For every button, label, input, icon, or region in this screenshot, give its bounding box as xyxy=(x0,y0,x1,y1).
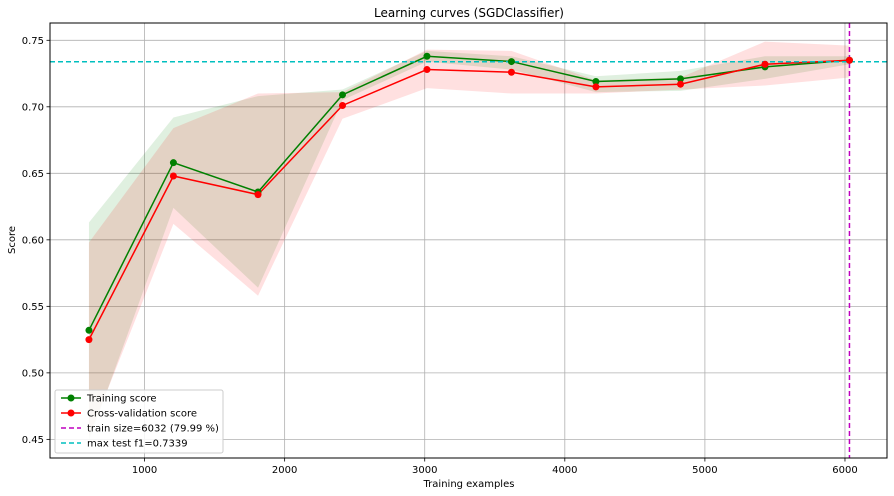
y-tick-label: 0.60 xyxy=(22,235,44,246)
cross-validation-score-line xyxy=(88,59,850,340)
reference-lines xyxy=(50,23,887,458)
training-score-line xyxy=(88,55,850,331)
legend-training-label: Training score xyxy=(86,394,157,405)
axis-ticks: 1000 2000 3000 4000 5000 6000 0.45 0.50 0.55 0.60… xyxy=(22,36,858,476)
training-score-point xyxy=(338,91,346,99)
legend-max-f1-label: max test f1=0.7339 xyxy=(87,439,188,450)
legend-training-marker xyxy=(67,394,75,402)
cross-validation-score-point xyxy=(845,56,853,64)
legend-box xyxy=(54,389,224,454)
plot-frame xyxy=(49,22,888,459)
training-score-point xyxy=(592,78,600,86)
y-tick-label: 0.45 xyxy=(22,435,44,446)
chart-title: Learning curves (SGDClassifier) xyxy=(374,6,564,20)
legend-train-size-label: train size=6032 (79.99 %) xyxy=(87,424,219,435)
series-lines xyxy=(88,55,850,340)
training-score-band xyxy=(88,50,850,441)
x-tick-label: 4000 xyxy=(552,465,577,476)
y-tick-label: 0.75 xyxy=(22,36,44,47)
cross-validation-score-point xyxy=(338,101,346,109)
training-score-point xyxy=(507,58,515,66)
grid xyxy=(50,23,887,458)
legend-cv-marker xyxy=(67,409,75,417)
training-score-point xyxy=(85,326,93,334)
cross-validation-score-point xyxy=(254,191,262,199)
data-points xyxy=(85,52,853,344)
legend-cv-label: Cross-validation score xyxy=(87,409,197,420)
cross-validation-score-point xyxy=(169,172,177,180)
cross-validation-score-point xyxy=(592,83,600,91)
cross-validation-score-point xyxy=(423,66,431,74)
y-tick-label: 0.55 xyxy=(22,302,44,313)
x-axis-label: Training examples xyxy=(423,479,515,490)
confidence-bands xyxy=(88,41,850,441)
y-tick-label: 0.70 xyxy=(22,102,44,113)
training-score-point xyxy=(169,159,177,167)
x-tick-label: 3000 xyxy=(412,465,437,476)
x-tick-label: 1000 xyxy=(132,465,157,476)
training-score-point xyxy=(677,75,685,83)
cross-validation-score-band xyxy=(88,41,850,437)
y-tick-label: 0.65 xyxy=(22,169,44,180)
y-tick-label: 0.50 xyxy=(22,368,44,379)
training-score-point xyxy=(423,52,431,60)
cross-validation-score-point xyxy=(761,60,769,68)
x-tick-label: 5000 xyxy=(692,465,717,476)
cross-validation-score-point xyxy=(677,80,685,88)
legend: Training score Cross-validation score tr… xyxy=(54,389,224,454)
x-tick-label: 2000 xyxy=(272,465,297,476)
cross-validation-score-point xyxy=(507,68,515,76)
x-tick-label: 6000 xyxy=(832,465,857,476)
y-axis-label: Score xyxy=(7,226,18,254)
cross-validation-score-point xyxy=(85,336,93,344)
